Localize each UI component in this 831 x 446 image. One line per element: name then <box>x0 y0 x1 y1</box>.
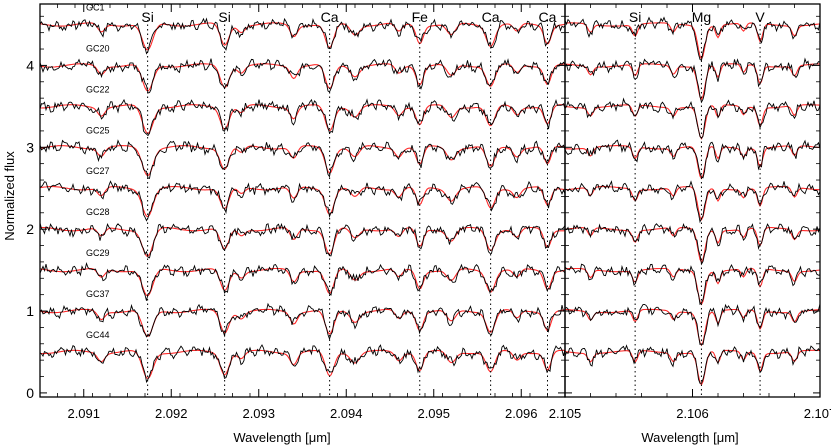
series-label-gc1: GC1 <box>86 2 105 12</box>
model-spectrum-gc44 <box>564 349 820 386</box>
model-spectrum-gc28 <box>564 227 821 264</box>
model-spectrum-gc28 <box>39 226 566 257</box>
element-label-si: Si <box>218 9 230 25</box>
model-spectrum-gc29 <box>564 267 821 306</box>
axis-ticks: 2.091 2.092 2.093 2.094 2.095 2.096 0 1 2 3 4 2.105… <box>26 4 831 421</box>
x-tick-label: 2.095 <box>417 406 450 421</box>
model-spectrum-gc27 <box>564 186 820 221</box>
axes-frames <box>39 3 821 398</box>
x-tick-label: 2.107 <box>804 406 831 421</box>
series-label-gc37: GC37 <box>86 289 110 299</box>
series-label-gc22: GC22 <box>86 84 110 94</box>
y-tick-label: 3 <box>26 139 34 155</box>
element-label-mg: Mg <box>692 9 711 25</box>
observed-spectrum-gc44 <box>39 344 566 384</box>
y-tick-label: 0 <box>26 385 34 401</box>
series-label-gc25: GC25 <box>86 125 110 135</box>
x-tick-label: 2.093 <box>242 406 275 421</box>
observed-spectrum-gc22 <box>564 97 821 140</box>
series-labels: Si Si Ca Fe Ca Ca Si Mg V GC1 GC20 GC22 GC25 GC27 GC28… <box>86 2 765 340</box>
x-tick-label: 2.094 <box>330 406 363 421</box>
series-label-gc27: GC27 <box>86 166 110 176</box>
observed-spectrum-gc44 <box>564 344 821 384</box>
x-tick-label: 2.091 <box>67 406 100 421</box>
element-label-ca: Ca <box>482 9 500 25</box>
x-tick-label: 2.092 <box>155 406 188 421</box>
observed-spectrum-gc28 <box>564 223 821 266</box>
model-spectrum-gc29 <box>39 267 566 297</box>
observed-spectrum-gc37 <box>39 302 566 341</box>
observed-spectrum-gc37 <box>564 303 821 346</box>
observed-spectrum-gc1 <box>39 17 566 55</box>
x-axis-label-right: Wavelength [μm] <box>641 430 738 445</box>
y-tick-label: 2 <box>26 221 34 237</box>
y-axis-label: Normalized flux <box>2 151 17 241</box>
element-label-fe: Fe <box>412 9 429 25</box>
element-label-si: Si <box>141 9 153 25</box>
element-label-ca: Ca <box>539 9 557 25</box>
x-tick-label: 2.106 <box>676 406 709 421</box>
observed-spectrum-gc27 <box>564 180 821 224</box>
element-label-v: V <box>755 9 765 25</box>
model-spectrum-gc25 <box>564 145 821 180</box>
observed-spectrum-gc28 <box>39 222 566 259</box>
observed-spectrum-gc22 <box>39 98 566 137</box>
model-spectrum-gc25 <box>39 145 566 177</box>
series-label-gc20: GC20 <box>86 43 110 53</box>
y-tick-label: 1 <box>26 303 34 319</box>
x-tick-label: 2.105 <box>549 406 582 421</box>
observed-spectrum-gc1 <box>564 16 821 61</box>
x-tick-label: 2.096 <box>505 406 538 421</box>
model-spectrum-gc44 <box>39 349 566 380</box>
observed-spectrum-gc25 <box>39 139 566 179</box>
model-spectrum-gc20 <box>39 63 566 92</box>
observed-spectrum-gc20 <box>39 58 566 94</box>
model-spectrum-gc1 <box>39 22 566 51</box>
observed-spectrum-gc29 <box>39 261 566 301</box>
element-label-ca: Ca <box>321 9 339 25</box>
x-axis-label-left: Wavelength [μm] <box>233 430 330 445</box>
spectra-curves <box>39 16 821 397</box>
series-label-gc44: GC44 <box>86 330 110 340</box>
observed-spectrum-gc25 <box>564 139 821 179</box>
model-spectrum-gc20 <box>564 63 821 101</box>
series-label-gc28: GC28 <box>86 207 110 217</box>
observed-spectrum-gc27 <box>39 180 566 222</box>
observed-spectrum-gc29 <box>564 263 821 306</box>
model-spectrum-gc27 <box>39 186 566 218</box>
element-label-si: Si <box>629 9 641 25</box>
y-tick-label: 4 <box>26 57 34 73</box>
series-label-gc29: GC29 <box>86 248 110 258</box>
observed-spectrum-gc20 <box>564 57 821 104</box>
model-spectrum-gc37 <box>564 308 821 347</box>
